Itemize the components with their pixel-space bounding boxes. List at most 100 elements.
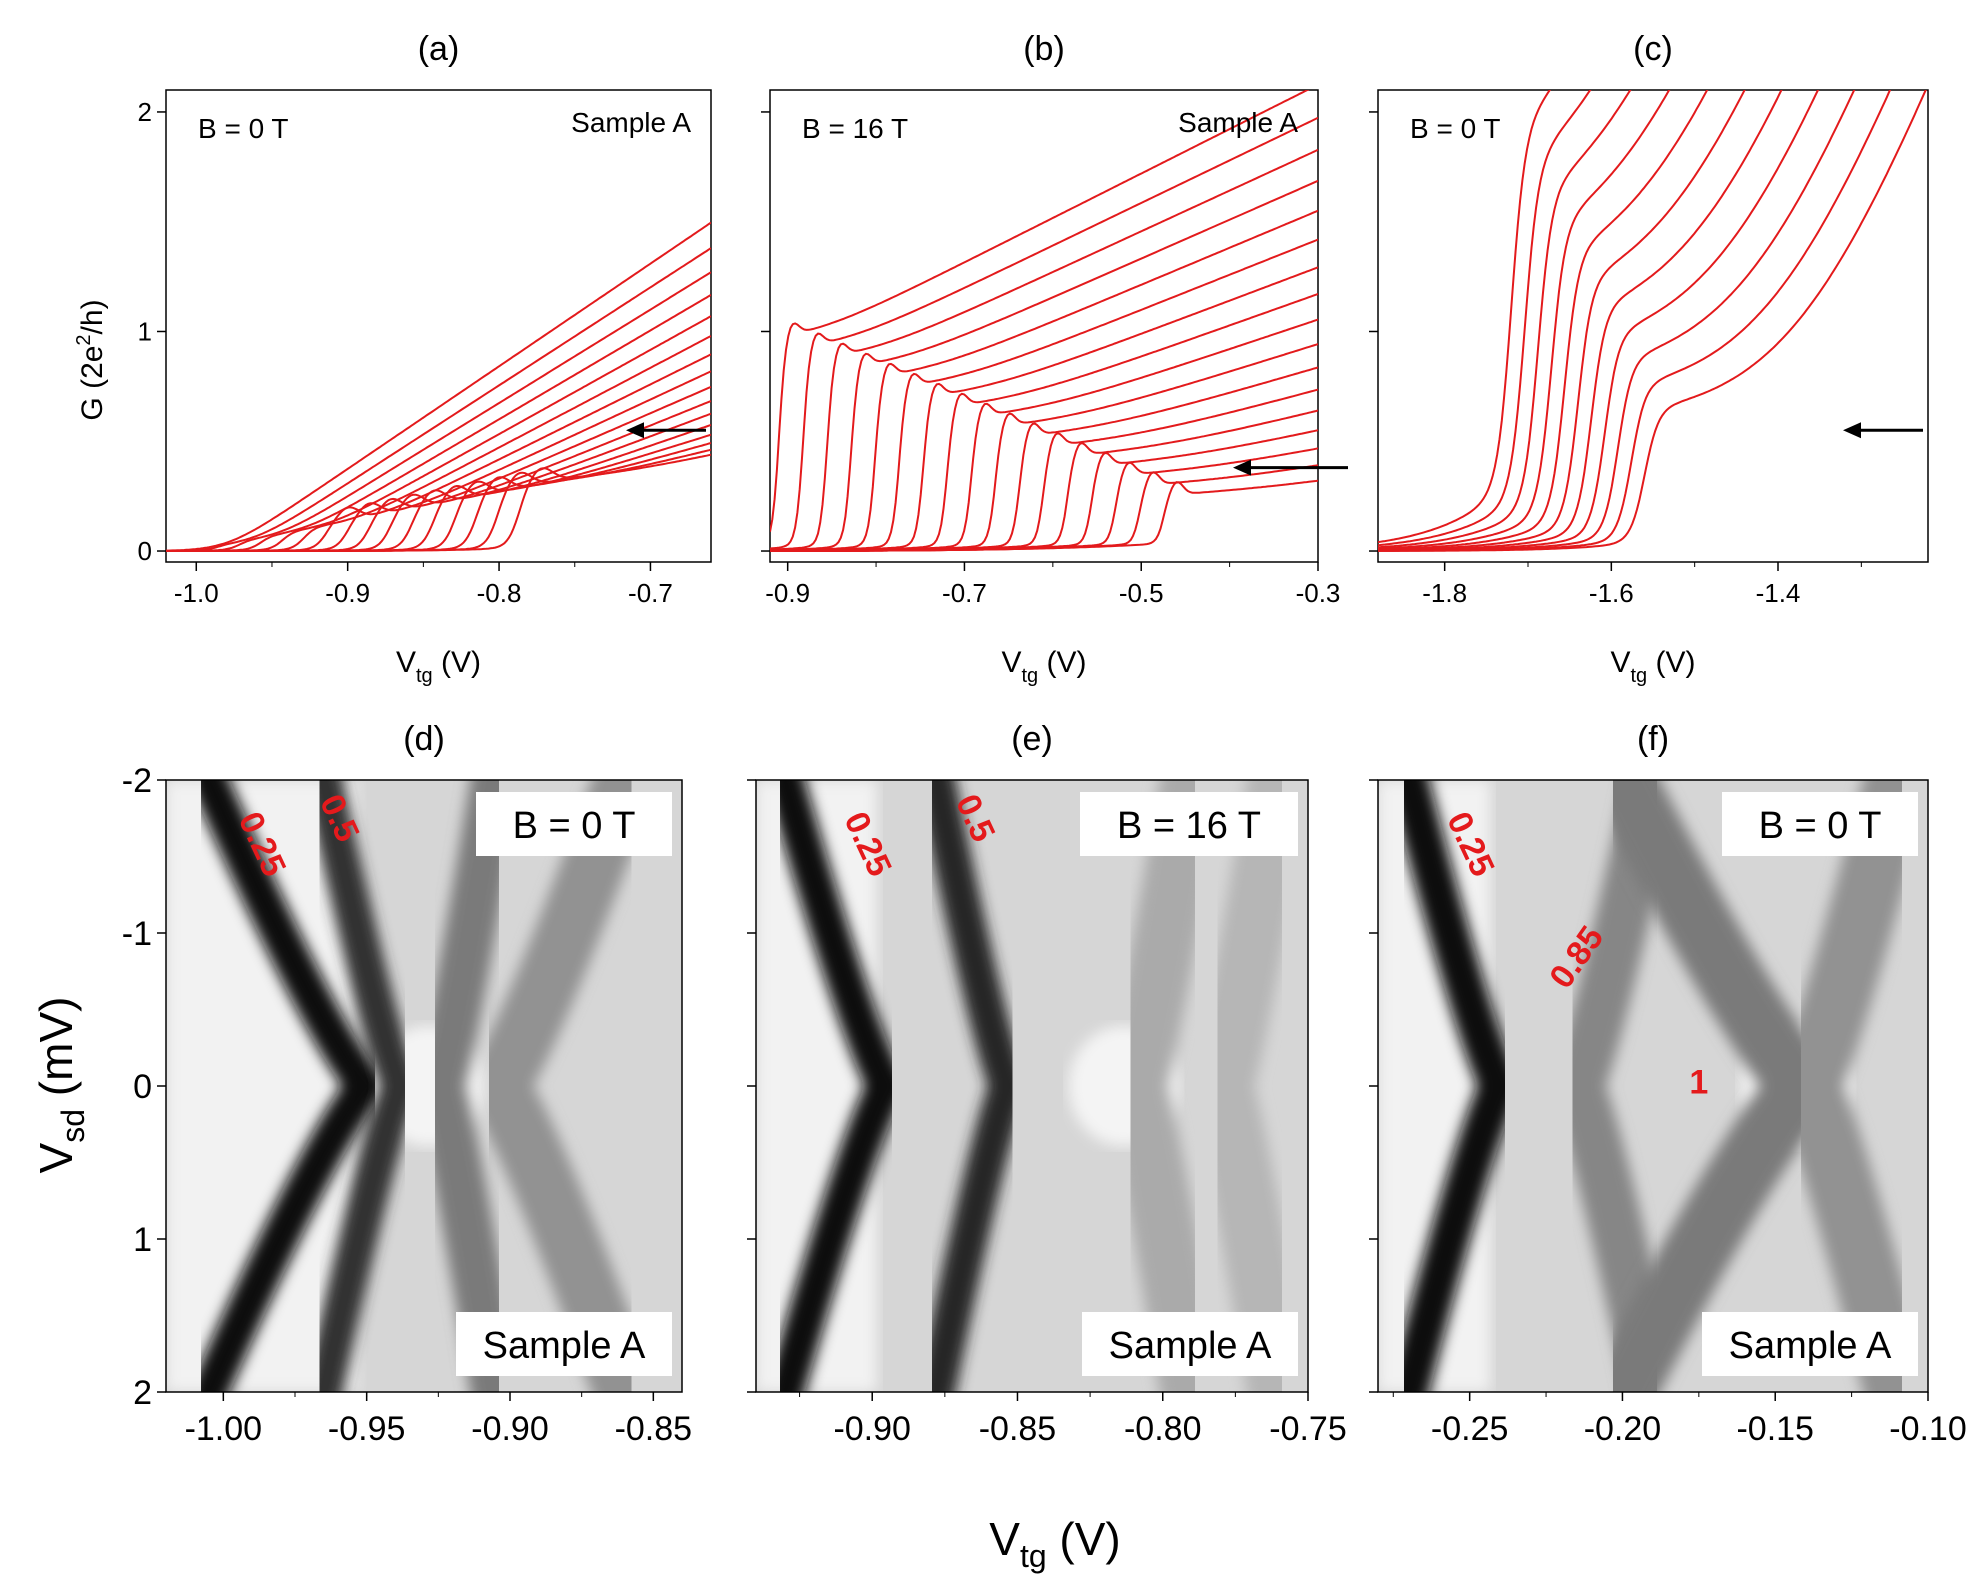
- x-tick-label: -0.90: [833, 1410, 911, 1448]
- x-tick-label: -0.25: [1431, 1410, 1509, 1448]
- trace-line: [1378, 90, 1709, 551]
- arrow-head-icon: [626, 422, 644, 439]
- ridge-line: [1547, 780, 1680, 1392]
- x-tick-label: -0.9: [325, 578, 370, 608]
- x-tick-label: -0.95: [328, 1410, 406, 1448]
- ylabel-a-end: /h): [76, 299, 109, 334]
- trace-line: [1378, 90, 1632, 549]
- x-axis-label-unit: (V): [1038, 646, 1086, 679]
- curves: [1378, 90, 1927, 552]
- trace-line: [1378, 90, 1592, 547]
- ridge-line: [304, 780, 422, 1392]
- ridge-line: [411, 780, 521, 1392]
- ridge-line: [916, 780, 1030, 1392]
- ridge-line: [1100, 780, 1224, 1392]
- svg-text:G (2e2/h): G (2e2/h): [73, 299, 109, 420]
- shared-xlabel-unit: (V): [1047, 1513, 1121, 1565]
- field-label-box: [1722, 792, 1918, 856]
- x-tick-label: -0.75: [1269, 1410, 1347, 1448]
- x-axis-label-sub: tg: [1631, 665, 1648, 687]
- x-axis-label-main: V: [1610, 646, 1630, 679]
- plot-frame: [165, 89, 712, 563]
- x-axis-label-main: V: [1001, 646, 1021, 679]
- field-label-box: [476, 792, 672, 856]
- heatmap: [756, 780, 1308, 1392]
- curves: [770, 90, 1318, 552]
- heatmap: [1378, 780, 1928, 1392]
- field-label: B = 16 T: [802, 113, 908, 144]
- panel-title: (c): [1633, 30, 1673, 68]
- trace-line: [770, 209, 1318, 552]
- ylabel-a-text: G (2e: [76, 346, 109, 421]
- shared-xlabel-sub: tg: [1020, 1538, 1047, 1574]
- trace-line: [1378, 90, 1783, 552]
- x-tick-label: -0.10: [1889, 1410, 1967, 1448]
- ridge-line: [190, 780, 392, 1392]
- trace-line: [166, 247, 711, 552]
- ridge-line: [765, 780, 909, 1392]
- shared-xlabel-text: V: [989, 1513, 1020, 1565]
- y-tick-label: -1: [122, 915, 152, 953]
- arrow-head-icon: [1233, 459, 1251, 476]
- field-label: B = 0 T: [198, 113, 289, 144]
- x-tick-label: -0.80: [1124, 1410, 1202, 1448]
- trace-line: [1378, 90, 1551, 544]
- panel-title: (f): [1637, 720, 1669, 758]
- panel-a: (a) -1.0 -0.9 -0.8 -0.7 0 1 2 B = 0 T Sample A Vtg…: [138, 30, 712, 687]
- field-label: B = 0 T: [1759, 805, 1882, 847]
- x-axis-label: Vtg (V): [396, 646, 481, 687]
- trace-line: [770, 116, 1318, 550]
- x-axis-label-unit: (V): [1647, 646, 1695, 679]
- trace-line: [770, 90, 1310, 532]
- x-tick-label: -0.15: [1736, 1410, 1814, 1448]
- y-tick-label: 1: [138, 317, 152, 347]
- ridge-line: [1187, 780, 1308, 1392]
- shared-xlabel: Vtg (V): [989, 1513, 1120, 1574]
- ylabel-d: Vsd (mV): [30, 997, 91, 1174]
- x-axis-label-unit: (V): [433, 646, 481, 679]
- ylabel-a-sup: 2: [73, 334, 95, 345]
- trace-line: [1378, 90, 1746, 551]
- trace-line: [166, 271, 711, 552]
- sample-label: Sample A: [1109, 1325, 1272, 1367]
- x-tick-label: -1.00: [185, 1410, 263, 1448]
- ylabel-a: G (2e2/h): [73, 299, 109, 420]
- plot-frame: [769, 89, 1319, 563]
- ylabel-d-text: V: [30, 1142, 82, 1173]
- field-label: B = 0 T: [1410, 113, 1501, 144]
- y-tick-label: 0: [138, 536, 152, 566]
- curves: [166, 221, 711, 552]
- x-tick-label: -1.4: [1756, 578, 1801, 608]
- x-axis-label: Vtg (V): [1610, 646, 1695, 687]
- x-tick-label: -0.5: [1119, 578, 1164, 608]
- trace-line: [770, 479, 1318, 552]
- trace-line: [166, 453, 711, 552]
- field-label: B = 0 T: [513, 805, 636, 847]
- x-axis-label: Vtg (V): [1001, 646, 1086, 687]
- sample-label-box: [456, 1312, 672, 1376]
- x-tick-label: -1.0: [174, 578, 219, 608]
- trace-line: [1378, 90, 1671, 550]
- x-tick-label: -0.85: [615, 1410, 693, 1448]
- sample-label: Sample A: [483, 1325, 646, 1367]
- panel-title: (b): [1023, 30, 1065, 68]
- y-tick-label: 2: [133, 1374, 152, 1412]
- x-tick-label: -0.20: [1584, 1410, 1662, 1448]
- panel-d: (d) -1.00 -0.95 -0.90 -0.85 -2 -1 0 1 2 B = 0 T Sam…: [122, 720, 692, 1448]
- panel-b: (b) -0.9 -0.7 -0.5 -0.3 B = 16 T Sample A Vtg (…: [761, 30, 1348, 687]
- x-tick-label: -0.7: [942, 578, 987, 608]
- ylabel-d-unit: (mV): [30, 997, 82, 1109]
- panel-c: (c) -1.8 -1.6 -1.4 B = 0 T Vtg (V): [1369, 30, 1929, 687]
- sample-label-box: [1082, 1312, 1298, 1376]
- trace-line: [770, 179, 1318, 552]
- heatmap: [166, 780, 682, 1392]
- y-tick-label: -2: [122, 762, 152, 800]
- panel-title: (a): [418, 30, 460, 68]
- x-tick-label: -0.8: [477, 578, 522, 608]
- y-tick-label: 1: [133, 1221, 152, 1259]
- x-tick-label: -0.7: [628, 578, 673, 608]
- ridge-line: [1388, 780, 1523, 1392]
- arrow-head-icon: [1843, 422, 1861, 439]
